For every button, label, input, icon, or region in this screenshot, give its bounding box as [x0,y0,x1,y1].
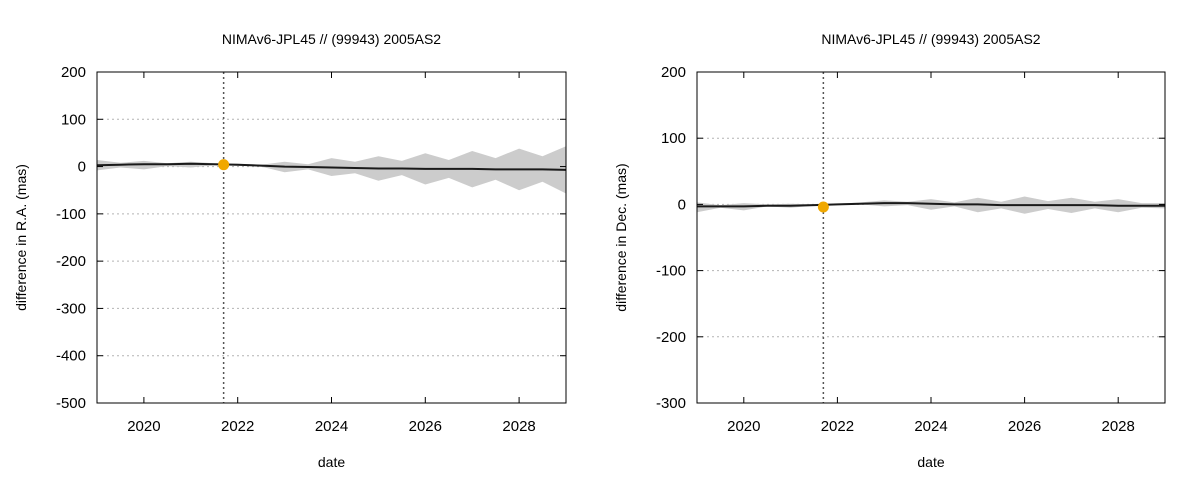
plot-frame [96,71,567,404]
y-tick-label: -200 [656,329,686,346]
y-tick-label: 100 [61,111,86,128]
y-tick-label: -200 [56,253,86,270]
y-tick-label: -300 [656,395,686,412]
chart-panel-2 [696,71,1166,404]
y-tick-label: 0 [78,159,86,176]
observation-point [817,201,829,213]
observation-point [218,159,230,171]
x-tick-label: 2028 [502,418,535,435]
y-tick-label: 0 [678,196,686,213]
y-tick-label: -100 [656,263,686,280]
y-tick-label: 100 [661,130,686,147]
chart-title: NIMAv6-JPL45 // (99943) 2005AS2 [821,31,1040,47]
x-tick-label: 2022 [821,418,854,435]
x-tick-label: 2026 [1008,418,1041,435]
x-tick-label: 2024 [914,418,947,435]
y-axis-label: difference in Dec. (mas) [613,163,629,311]
x-tick-label: 2024 [315,418,348,435]
y-tick-label: -300 [56,300,86,317]
x-axis-label: date [917,454,944,470]
y-tick-label: -500 [56,395,86,412]
plot-frame [696,71,1166,404]
y-tick-label: 200 [61,64,86,81]
y-axis-label: difference in R.A. (mas) [13,164,29,311]
x-tick-label: 2020 [727,418,760,435]
chart-panel-1 [96,71,567,404]
x-tick-label: 2026 [409,418,442,435]
y-tick-label: -400 [56,348,86,365]
difference-line [97,162,566,171]
x-tick-label: 2020 [127,418,160,435]
x-axis-label: date [318,454,345,470]
chart-title: NIMAv6-JPL45 // (99943) 2005AS2 [222,31,441,47]
x-tick-label: 2022 [221,418,254,435]
y-tick-label: 200 [661,64,686,81]
y-tick-label: -100 [56,206,86,223]
difference-line [697,202,1165,208]
uncertainty-band [697,196,1165,214]
uncertainty-band [97,146,566,194]
x-tick-label: 2028 [1102,418,1135,435]
